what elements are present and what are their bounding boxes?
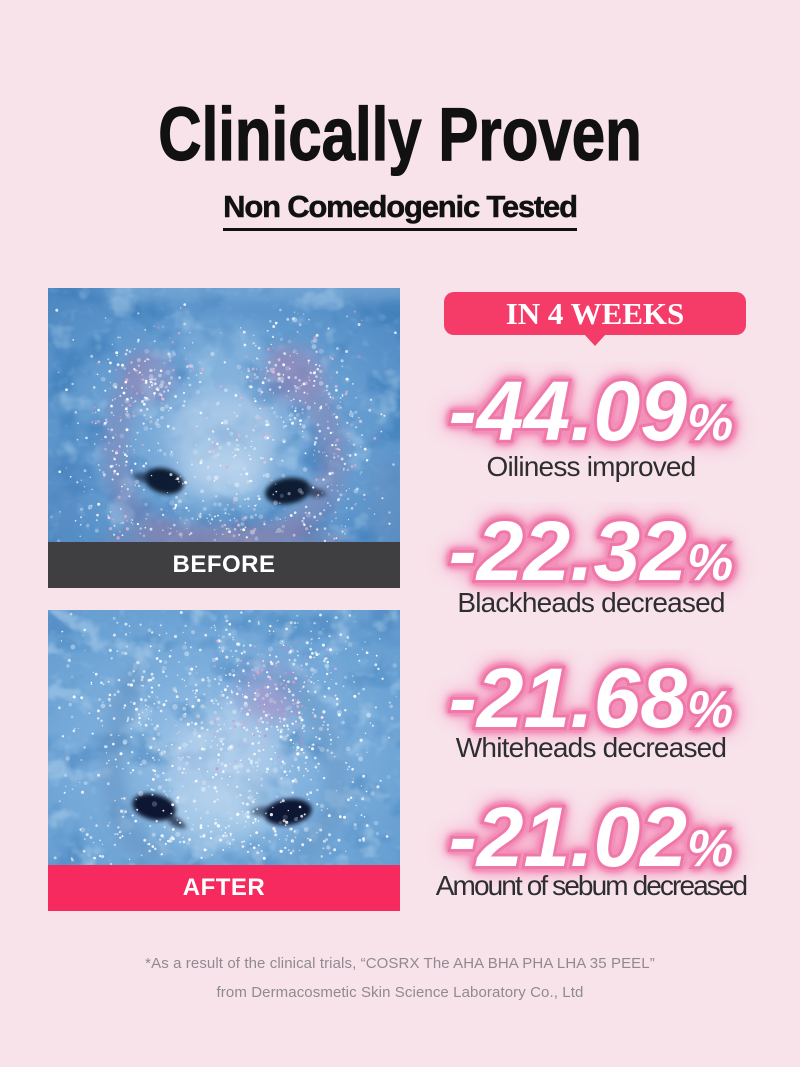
svg-text:-44.09%: -44.09% bbox=[449, 364, 733, 458]
svg-text:-21.68%: -21.68% bbox=[449, 651, 733, 745]
svg-text:-21.02%: -21.02% bbox=[449, 790, 733, 884]
svg-text:-22.32%: -22.32% bbox=[449, 504, 733, 598]
